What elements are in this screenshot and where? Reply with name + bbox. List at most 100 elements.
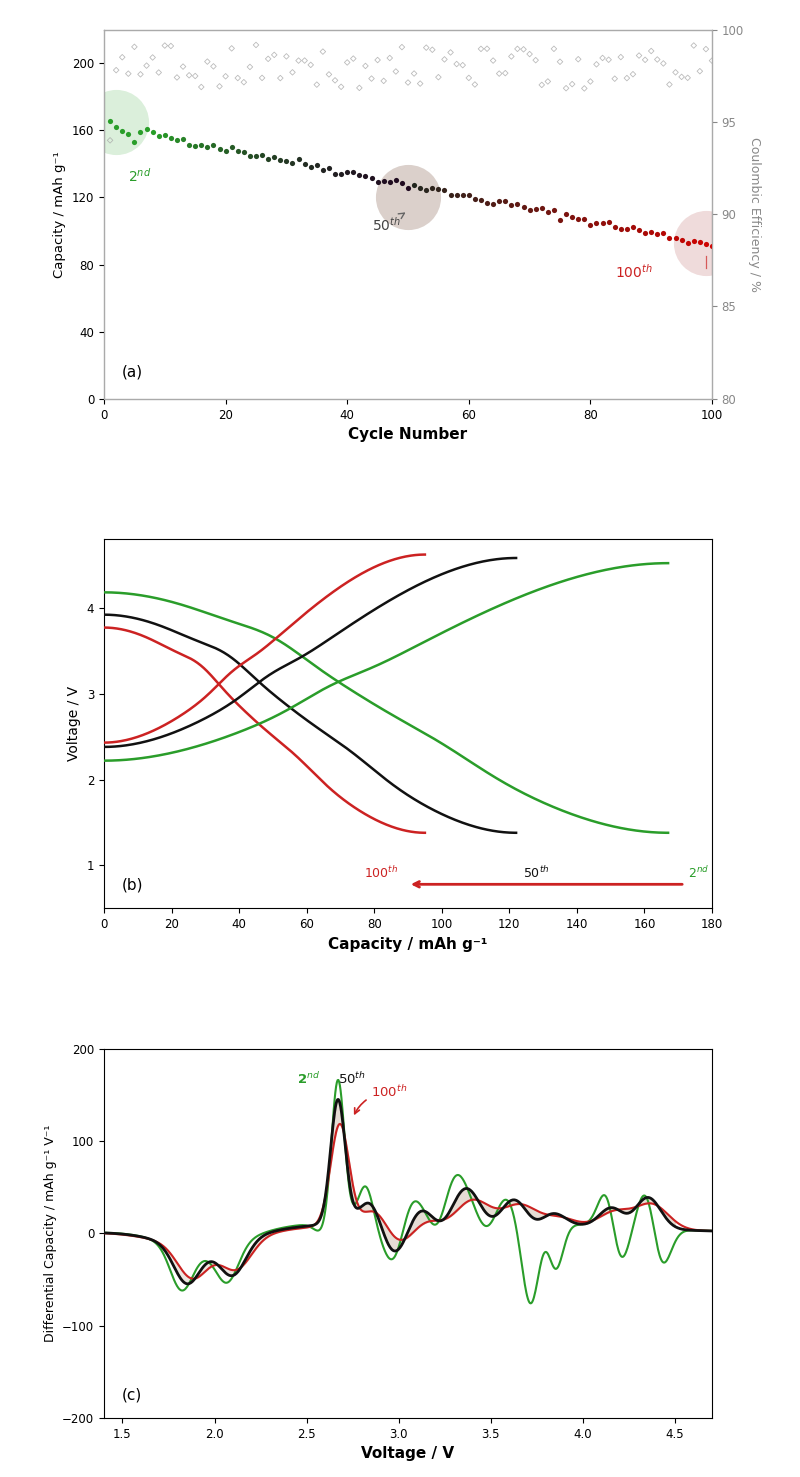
Point xyxy=(298,49,311,72)
Point xyxy=(256,66,269,90)
Point xyxy=(444,40,457,64)
Point xyxy=(182,64,195,87)
Point xyxy=(371,49,384,72)
Point xyxy=(262,47,274,71)
Point xyxy=(566,205,578,229)
Point xyxy=(268,145,281,168)
Point xyxy=(560,77,573,100)
Point xyxy=(694,59,706,83)
Point xyxy=(195,75,208,99)
Point xyxy=(189,64,202,87)
Point xyxy=(456,183,469,207)
Point xyxy=(414,176,426,199)
Point xyxy=(146,121,159,145)
Point xyxy=(310,154,323,177)
Point xyxy=(493,62,506,86)
Point xyxy=(517,37,530,61)
Point xyxy=(310,72,323,96)
Point xyxy=(523,198,536,222)
Point xyxy=(262,148,274,171)
Point xyxy=(493,189,506,213)
Point xyxy=(474,37,487,61)
Point xyxy=(523,43,536,66)
Point xyxy=(238,140,250,164)
Point xyxy=(140,118,153,142)
Point xyxy=(390,168,402,192)
Point xyxy=(219,65,232,89)
Point xyxy=(250,32,262,56)
Point xyxy=(146,46,159,69)
Point xyxy=(122,123,134,146)
Point xyxy=(651,47,664,71)
Point xyxy=(584,213,597,236)
Point xyxy=(578,77,590,100)
Point xyxy=(663,226,676,250)
Text: 100$^{th}$: 100$^{th}$ xyxy=(354,1084,407,1114)
Point xyxy=(694,230,706,254)
Point xyxy=(511,192,524,216)
Y-axis label: Differential Capacity / mAh g⁻¹ V⁻¹: Differential Capacity / mAh g⁻¹ V⁻¹ xyxy=(43,1124,57,1343)
Point xyxy=(347,161,360,185)
Point xyxy=(395,35,408,59)
Text: 2$^{nd}$: 2$^{nd}$ xyxy=(298,1071,321,1087)
Text: 50$^{th}$: 50$^{th}$ xyxy=(523,866,550,882)
Point xyxy=(663,72,676,96)
Point xyxy=(390,59,402,83)
Point xyxy=(201,50,214,74)
Point xyxy=(669,226,682,250)
Point xyxy=(274,66,286,90)
Point xyxy=(530,49,542,72)
Point xyxy=(134,120,147,143)
Point xyxy=(572,207,585,230)
Point xyxy=(505,44,518,68)
Point xyxy=(481,37,494,61)
Point xyxy=(395,171,408,195)
Point xyxy=(486,192,499,216)
Point xyxy=(383,170,396,193)
Point xyxy=(566,72,578,96)
Point xyxy=(621,66,634,90)
Point xyxy=(274,149,286,173)
Point xyxy=(682,66,694,90)
Point xyxy=(706,233,718,257)
Point xyxy=(602,210,615,233)
Point xyxy=(182,133,195,157)
Point xyxy=(122,62,134,86)
Point xyxy=(250,143,262,167)
Point xyxy=(322,62,335,86)
Point xyxy=(189,134,202,158)
Point xyxy=(116,46,129,69)
Point xyxy=(170,65,183,89)
Point xyxy=(675,65,688,89)
Point xyxy=(195,133,208,157)
Point xyxy=(657,222,670,245)
Point xyxy=(633,44,646,68)
Point xyxy=(402,186,414,210)
Text: (c): (c) xyxy=(122,1387,142,1403)
Point xyxy=(626,62,639,86)
Point xyxy=(177,55,190,78)
Point xyxy=(329,68,342,92)
Point xyxy=(675,227,688,251)
Point xyxy=(596,46,609,69)
Point xyxy=(207,133,220,157)
Point xyxy=(699,230,712,254)
Point xyxy=(560,202,573,226)
Point xyxy=(110,111,122,134)
Point xyxy=(426,38,438,62)
Point xyxy=(298,152,311,176)
Point xyxy=(207,55,220,78)
Point xyxy=(590,211,603,235)
Point xyxy=(110,58,122,81)
Point xyxy=(554,50,566,74)
Point xyxy=(547,37,560,61)
X-axis label: Voltage / V: Voltage / V xyxy=(362,1446,454,1461)
Point xyxy=(645,40,658,64)
Point xyxy=(359,55,372,78)
Point xyxy=(304,53,317,77)
Point xyxy=(420,35,433,59)
Point xyxy=(292,49,305,72)
Point xyxy=(177,127,190,151)
Point xyxy=(317,158,330,182)
Point xyxy=(621,217,634,241)
